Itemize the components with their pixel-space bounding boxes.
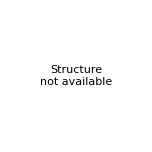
Text: Structure
not available: Structure not available (40, 65, 112, 87)
